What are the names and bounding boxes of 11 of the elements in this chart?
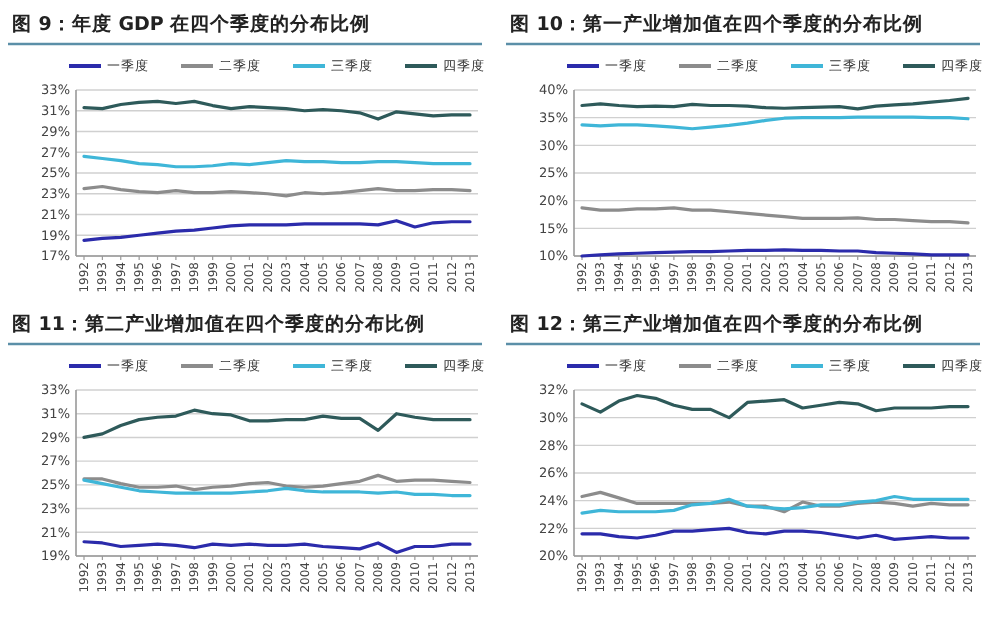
line-series <box>82 99 472 121</box>
line-series <box>82 408 472 440</box>
chart-title: 图 11：第二产业增加值在四个季度的分布比例 <box>12 312 426 336</box>
chart-title: 图 12：第三产业增加值在四个季度的分布比例 <box>510 312 924 336</box>
line-series <box>82 478 472 498</box>
chart-title: 图 9：年度 GDP 在四个季度的分布比例 <box>12 12 371 36</box>
chart-title: 图 10：第一产业增加值在四个季度的分布比例 <box>510 12 924 36</box>
line-series <box>82 473 472 492</box>
line-series <box>580 393 970 420</box>
line-series <box>580 206 970 225</box>
line-series <box>82 219 472 243</box>
